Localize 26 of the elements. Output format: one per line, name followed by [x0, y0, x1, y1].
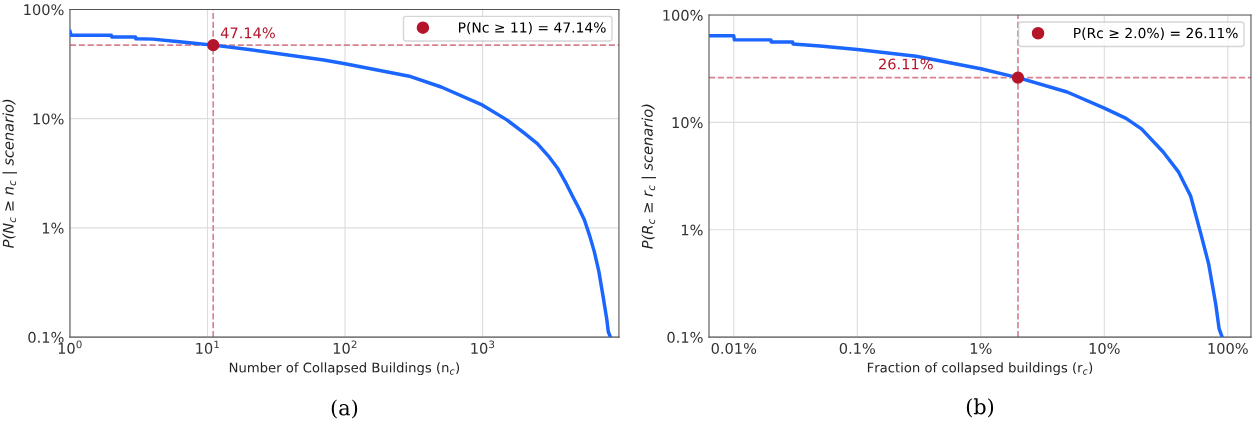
- x-tick-label: 10$^{1}$: [196, 340, 219, 354]
- x-tick-label: 10$^{2}$: [333, 340, 357, 354]
- annotation: 47.14%: [220, 27, 275, 39]
- text: (b): [966, 398, 994, 418]
- y-tick-label: 100%: [663, 9, 703, 21]
- y-tick-label: 10%: [33, 113, 64, 125]
- x-tick-label: 0.01%: [711, 342, 757, 354]
- y-tick-label: 1%: [681, 224, 703, 236]
- x-axis-title: Fraction of collapsed buildings (r$_{c}$): [867, 362, 1093, 376]
- legend-label: P(Nc ≥ 11) = 47.14%: [458, 21, 606, 35]
- x-tick-label: 0.1%: [839, 342, 876, 354]
- y-tick-label: 0.1%: [667, 331, 703, 343]
- x-tick-label: 100%: [1208, 342, 1248, 354]
- x-axis-title: Number of Collapsed Buildings (n$_{c}$): [229, 362, 460, 376]
- annotation: 26.11%: [879, 58, 933, 70]
- y-tick-label: 10%: [672, 117, 703, 129]
- x-tick-label: 1%: [970, 342, 992, 354]
- x-tick-label: 10$^{3}$: [471, 340, 495, 354]
- y-tick-label: 1%: [42, 222, 64, 234]
- y-tick-label: 100%: [24, 4, 64, 16]
- y-axis-title: P(N$_{c}$ ≥ n$_{c}$ | scenario): [2, 99, 17, 248]
- legend-label: P(Rc ≥ 2.0%) = 26.11%: [1074, 27, 1238, 40]
- y-axis-title: P(R$_{c}$ ≥ r$_{c}$ | scenario): [641, 104, 657, 249]
- x-tick-label: 10%: [1089, 342, 1120, 354]
- text: (a): [331, 399, 358, 419]
- y-tick-label: 0.1%: [28, 331, 64, 343]
